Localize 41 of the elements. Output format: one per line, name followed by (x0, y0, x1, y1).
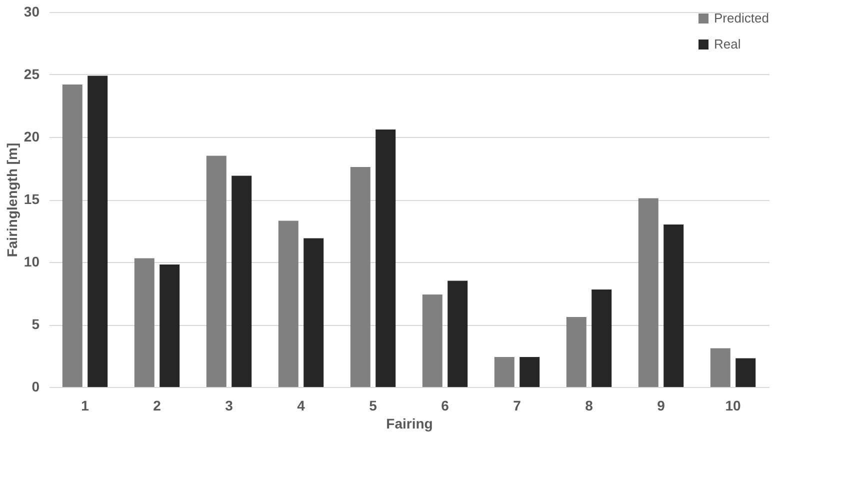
bar (160, 264, 180, 387)
y-axis-title: Fairinglength [m] (4, 142, 20, 258)
bar (350, 167, 370, 387)
bar (736, 358, 756, 387)
y-tick-label: 30 (24, 4, 40, 20)
bar (88, 76, 108, 387)
bar (422, 294, 442, 387)
x-tick-label: 4 (297, 398, 306, 414)
y-tick-label: 5 (32, 316, 40, 332)
y-tick-label: 10 (24, 254, 40, 270)
y-tick-label: 25 (24, 66, 40, 82)
x-tick-label: 1 (81, 398, 90, 414)
bar (62, 84, 82, 387)
bar (710, 348, 730, 387)
bar (664, 224, 684, 387)
bar (376, 130, 396, 387)
bar (206, 156, 226, 387)
bar (278, 220, 298, 387)
legend-label: Real (714, 36, 741, 52)
x-tick-label: 2 (153, 398, 162, 414)
bar (448, 280, 468, 387)
bar (592, 290, 612, 387)
x-axis-title: Fairing (386, 416, 433, 432)
bar (494, 357, 514, 387)
bar (638, 198, 658, 387)
x-tick-label: 5 (369, 398, 378, 414)
bar (566, 317, 586, 387)
bar (304, 238, 324, 387)
bar (520, 357, 540, 387)
x-tick-label: 6 (441, 398, 450, 414)
x-tick-label: 9 (657, 398, 666, 414)
legend-label: Predicted (714, 10, 769, 26)
y-tick-label: 0 (32, 378, 40, 394)
x-tick-label: 3 (225, 398, 234, 414)
y-tick-label: 15 (24, 191, 40, 207)
bar (134, 258, 154, 387)
bar (232, 176, 252, 387)
x-tick-label: 7 (513, 398, 522, 414)
y-tick-label: 20 (24, 128, 40, 144)
x-tick-label: 8 (585, 398, 594, 414)
x-tick-label: 10 (725, 398, 741, 414)
